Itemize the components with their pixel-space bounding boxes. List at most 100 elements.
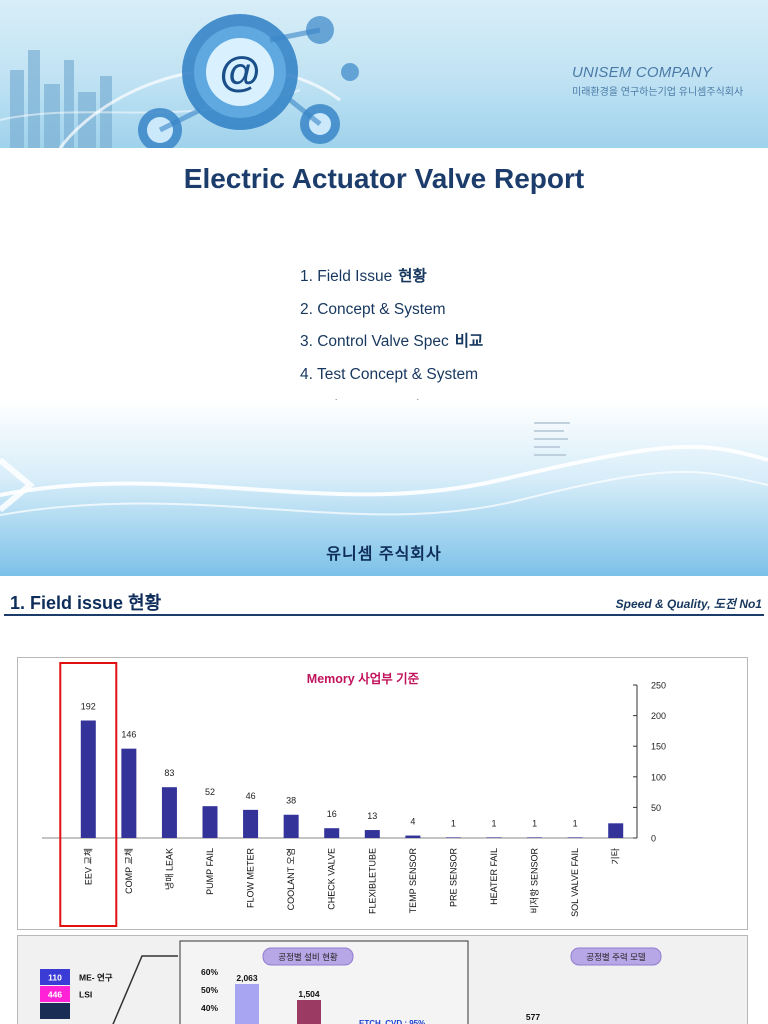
- data-label: 4: [410, 817, 415, 827]
- data-label: 1: [532, 818, 537, 828]
- header-banner: @ UNISEM COMPANY 미래환경을 연구하는기업 유니셈주식회사: [0, 0, 768, 148]
- bar: [121, 748, 137, 838]
- slide-heading: 1. Field issue 현황: [10, 593, 162, 613]
- data-label: 83: [164, 768, 174, 778]
- y-tick-label: 250: [651, 681, 666, 691]
- toc-number: 2.: [300, 300, 318, 318]
- data-label: 52: [205, 787, 215, 797]
- toc-korean: 현황: [398, 268, 427, 285]
- bar: [364, 830, 380, 838]
- report-title: Electric Actuator Valve Report: [183, 163, 585, 194]
- toc-number: 1.: [300, 268, 318, 285]
- toc-item: 1. Field Issue 현황: [300, 266, 483, 299]
- category-label: COOLANT 오염: [286, 848, 296, 910]
- lower-panel-svg: 110 ME- 연구 446 LSI 공정별 설비 현황 공정별 주력 모델 60% 50% 4…: [40, 940, 662, 1024]
- bar: [202, 806, 218, 838]
- data-label: 1: [491, 818, 496, 828]
- highlight-box: [59, 662, 118, 927]
- company-block: UNISEM COMPANY 미래환경을 연구하는기업 유니셈주식회사: [572, 64, 743, 98]
- legend-value: 446: [48, 990, 62, 1000]
- legend-value: 110: [48, 973, 62, 983]
- wave-background: [0, 400, 768, 576]
- svg-text:@: @: [220, 48, 261, 95]
- badge-left: [262, 947, 354, 966]
- bar: [161, 787, 177, 838]
- slogan: Speed & Quality, 도전 No1: [615, 597, 762, 611]
- data-label: 1: [451, 818, 456, 828]
- data-label: 38: [286, 796, 296, 806]
- pct-tick: 40%: [201, 1003, 218, 1013]
- bar: [445, 837, 461, 838]
- bar: [243, 809, 259, 838]
- pct-tick: 50%: [201, 985, 218, 995]
- right-value: 577: [526, 1012, 540, 1022]
- category-label: TEMP SENSOR: [408, 848, 418, 914]
- toc-item: 2. Concept & System: [300, 299, 483, 332]
- lower-bar-label: 1,504: [298, 989, 320, 999]
- issue-bar-chart: Memory 사업부 기준 250 200 150 100 50 0 192 EEV 교체 146…: [17, 657, 748, 930]
- company-footer: 유니셈 주식회사: [326, 546, 442, 563]
- bar: [486, 837, 502, 838]
- company-name: UNISEM COMPANY: [572, 64, 713, 81]
- bar: [405, 835, 421, 838]
- toc-number: 3.: [300, 333, 318, 350]
- badge-left-label: 공정별 설비 현황: [278, 952, 338, 962]
- data-label: 146: [121, 730, 136, 740]
- y-tick-label: 100: [651, 772, 666, 782]
- category-label: EEV 교체: [83, 848, 93, 885]
- category-label: 비저항 SENSOR: [530, 848, 540, 914]
- pct-tick: 60%: [201, 967, 218, 977]
- toc-text: Concept & System: [317, 300, 446, 318]
- data-label: 16: [327, 809, 337, 819]
- legend-swatch: [40, 1003, 70, 1019]
- toc-korean: 비교: [454, 333, 484, 350]
- toc-text: Field Issue: [317, 268, 393, 285]
- etch-cvd-note: ETCH, CVD : 95%: [359, 1019, 425, 1024]
- y-tick-label: 200: [651, 711, 666, 721]
- category-label: HEATER FAIL: [489, 848, 499, 905]
- chart-title: Memory 사업부 기준: [307, 671, 420, 686]
- y-tick-label: 50: [651, 803, 661, 813]
- bar: [567, 837, 583, 838]
- legend-swatch: [40, 969, 70, 985]
- bar: [608, 823, 624, 838]
- legend-swatch: [40, 986, 70, 1002]
- badge-right: [570, 947, 662, 966]
- bar: [283, 814, 299, 838]
- data-label: 192: [81, 701, 96, 711]
- lower-bar-label: 2,063: [236, 973, 258, 983]
- title-slide: @ UNISEM COMPANY 미래환경을 연구하는기업 유니셈주식회사 El…: [0, 0, 768, 576]
- toc-text: Control Valve Spec: [317, 333, 449, 350]
- toc-text: Test Concept & System: [316, 365, 479, 383]
- toc-number: 4.: [300, 365, 317, 383]
- legend-label: ME- 연구: [79, 973, 113, 983]
- field-issue-slide: 1. Field issue 현황 Speed & Quality, 도전 No…: [0, 576, 768, 1024]
- toc-item: 4. Test Concept & System: [300, 364, 483, 397]
- lower-bar: [297, 1000, 321, 1024]
- category-label: COMP 교체: [124, 848, 134, 894]
- badge-right-label: 공정별 주력 모델: [586, 952, 646, 962]
- category-label: FLEXIBLETUBE: [367, 848, 377, 914]
- data-label: 1: [573, 818, 578, 828]
- network-globe-illustration: @: [0, 14, 359, 148]
- y-tick-label: 150: [651, 742, 666, 752]
- category-label: CHECK VALVE: [327, 848, 337, 910]
- lower-panel: 110 ME- 연구 446 LSI 공정별 설비 현황 공정별 주력 모델 60% 50% 4…: [17, 935, 748, 1024]
- bar: [80, 720, 96, 838]
- y-tick-label: 0: [651, 834, 656, 844]
- category-label: FLOW METER: [246, 848, 256, 908]
- bar: [324, 828, 340, 838]
- data-label: 13: [367, 811, 377, 821]
- category-label: 냉매 LEAK: [164, 848, 174, 890]
- lower-bar: [235, 984, 259, 1024]
- company-tagline: 미래환경을 연구하는기업 유니셈주식회사: [572, 87, 744, 98]
- category-label: 기타: [611, 847, 621, 864]
- heading-rule: [4, 614, 764, 616]
- legend-label: LSI: [79, 990, 92, 1000]
- toc-item: 3. Control Valve Spec 비교: [300, 331, 483, 364]
- bar: [527, 837, 543, 838]
- data-label: 46: [246, 791, 256, 801]
- category-label: PUMP FAIL: [205, 848, 215, 895]
